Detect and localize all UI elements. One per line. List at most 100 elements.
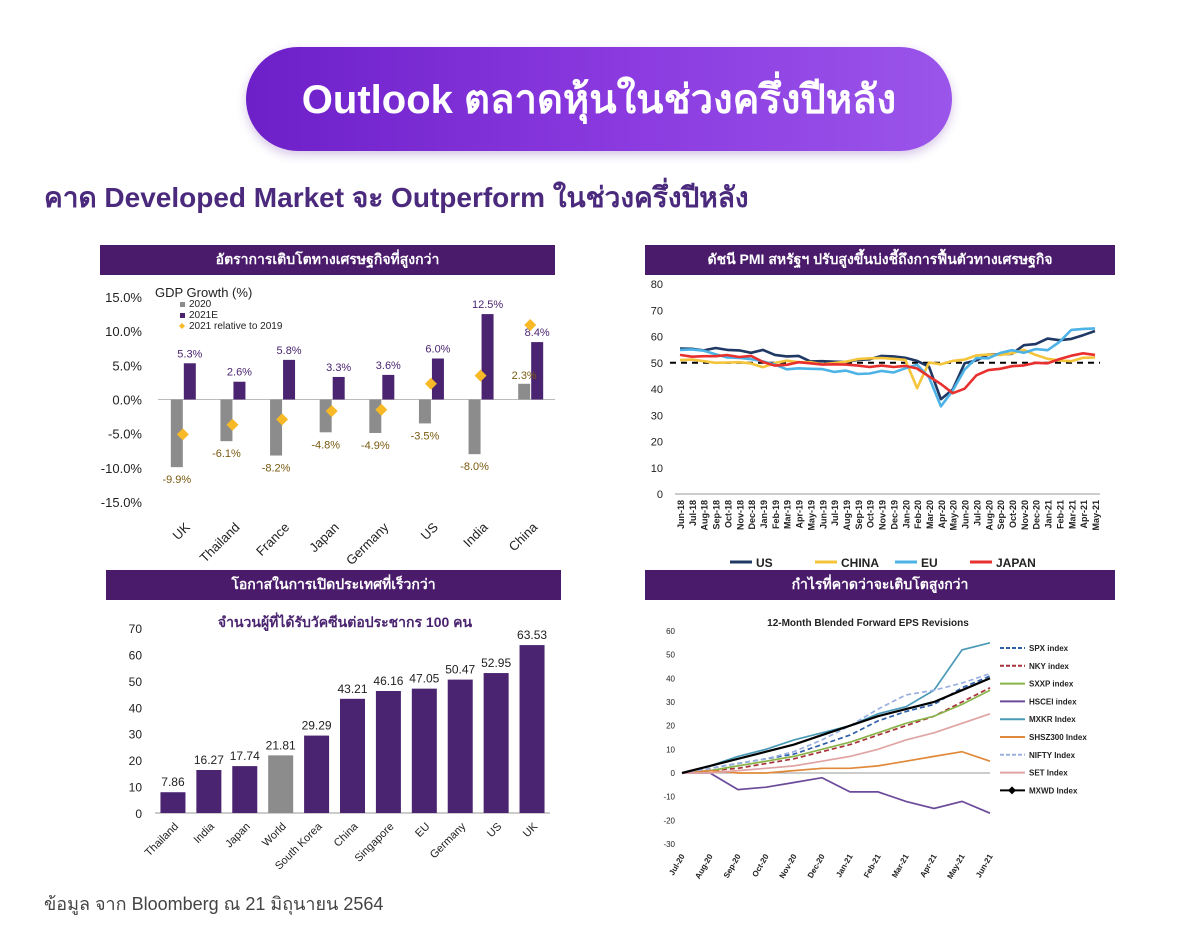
legend-label: 2021 relative to 2019 [189,321,283,332]
series-line-set-index [682,712,991,774]
data-label: 47.05 [409,672,439,686]
x-tick-label: Dec-18 [747,500,757,530]
page-subtitle: คาด Developed Market จะ Outperform ในช่ว… [44,182,749,213]
y-tick-label: 30 [651,410,663,422]
legend-label: NIFTY Index [1029,751,1076,760]
x-tick-label: Nov-18 [735,500,745,530]
y-tick-label: 20 [651,437,663,449]
y-tick-label: 0 [657,489,663,501]
data-label: 17.74 [230,749,260,763]
x-category-label: UK [521,820,541,840]
x-tick-label: Sep-19 [854,500,864,530]
series-line-us [679,329,1096,401]
y-tick-label: -10.0% [101,461,143,476]
data-label: 29.29 [302,719,332,733]
x-tick-label: Sep-18 [712,500,722,530]
x-tick-label: May-21 [1091,500,1101,531]
x-category-label: US [418,519,442,543]
x-category-label: Japan [223,821,253,851]
y-tick-label: 20 [666,722,675,731]
legend-label: EU [921,556,938,570]
legend-label: SHSZ300 Index [1029,733,1087,742]
data-label: 16.27 [194,753,224,767]
x-tick-label: Jul-20 [972,500,982,526]
x-tick-label: Feb-21 [1055,500,1065,529]
bar-2020 [518,383,531,400]
bar-south-korea [304,735,330,813]
y-tick-label: 70 [651,305,663,317]
y-tick-label: 50 [666,651,675,660]
label-2020: -9.9% [162,474,191,486]
vaccine-panel-header: โอกาสในการเปิดประเทศที่เร็วกว่า [106,570,561,600]
series-line-eu [679,327,1096,408]
bar-2021e [481,314,494,400]
bar-2020 [418,399,431,424]
y-tick-label: 30 [129,728,143,742]
bar-japan [232,766,258,813]
bar-us [483,673,509,813]
x-category-label: India [460,519,491,550]
x-tick-label: Nov-20 [778,852,799,880]
x-tick-label: Mar-21 [1067,500,1077,529]
y-tick-label: 10 [129,781,143,795]
x-tick-label: Mar-21 [890,852,911,879]
marker-2021-vs-2019 [176,428,189,441]
label-2021e: 6.0% [425,344,450,356]
x-tick-label: Aug-20 [984,500,994,531]
y-tick-label: 40 [666,674,675,683]
y-tick-label: 10.0% [105,324,142,339]
label-2020: -8.0% [460,461,489,473]
page-title: Outlook ตลาดหุ้นในช่วงครึ่งปีหลัง [301,78,897,122]
x-category-label: France [253,520,292,559]
x-tick-label: Oct-20 [1008,500,1018,528]
x-tick-label: Jul-18 [688,500,698,526]
y-tick-label: 50 [651,358,663,370]
legend-label: MXKR Index [1029,715,1076,724]
data-label: 43.21 [337,682,367,696]
chart-title: จำนวนผู้ที่ได้รับวัคซีนต่อประชากร 100 คน [218,612,473,631]
label-2020: -8.2% [262,463,291,475]
legend-label: CHINA [841,556,879,570]
x-category-label: India [192,820,218,846]
y-tick-label: 5.0% [112,358,142,373]
y-tick-label: 40 [129,701,143,715]
y-tick-label: 50 [129,675,143,689]
bar-2020 [270,399,283,456]
legend-label: SET Index [1029,769,1068,778]
x-tick-label: Jan-19 [759,500,769,529]
y-tick-label: 10 [666,745,675,754]
x-category-label: Singapore [353,821,397,865]
marker-2021-vs-2019 [375,403,388,416]
x-tick-label: Jul-19 [830,500,840,526]
y-tick-label: -5.0% [108,427,142,442]
y-tick-label: 10 [651,463,663,475]
bar-2020 [319,399,332,433]
data-label: 50.47 [445,663,475,677]
x-tick-label: Aug-19 [842,500,852,531]
x-tick-label: Mar-19 [783,500,793,529]
marker-2021-vs-2019 [325,405,338,418]
x-tick-label: Sep-20 [722,852,743,880]
eps-panel-header: กำไรที่คาดว่าจะเติบโตสูงกว่า [645,570,1115,600]
y-tick-label: 0 [671,769,676,778]
label-2021e: 12.5% [472,299,503,311]
y-tick-label: -20 [663,816,675,825]
series-line-hscei-index [682,772,991,814]
x-tick-label: Feb-21 [862,852,883,879]
series-line-japan [679,352,1096,395]
x-tick-label: Jan-20 [901,500,911,529]
eps-revisions-chart: 12-Month Blended Forward EPS Revisions 60… [663,618,1087,880]
legend-label: US [756,556,773,570]
gdp-growth-chart: 15.0% 10.0% 5.0% 0.0% -5.0% -10.0% -15.0% -9.9%… [101,285,555,568]
marker-2021-vs-2019 [276,413,289,426]
gdp-panel-header: อัตราการเติบโตทางเศรษฐกิจที่สูงกว่า [100,245,555,275]
x-category-label: Thailand [197,520,243,566]
pmi-panel-header: ดัชนี PMI สหรัฐฯ ปรับสูงขึ้นบ่งชี้ถึงการ… [645,245,1115,275]
series-line-sxxp-index [681,689,991,774]
label-2021e: 3.6% [376,360,401,372]
x-tick-label: Jun-20 [961,500,971,529]
legend-swatch [180,313,185,318]
legend-label: 2020 [189,299,212,310]
bar-2021e [382,374,395,400]
